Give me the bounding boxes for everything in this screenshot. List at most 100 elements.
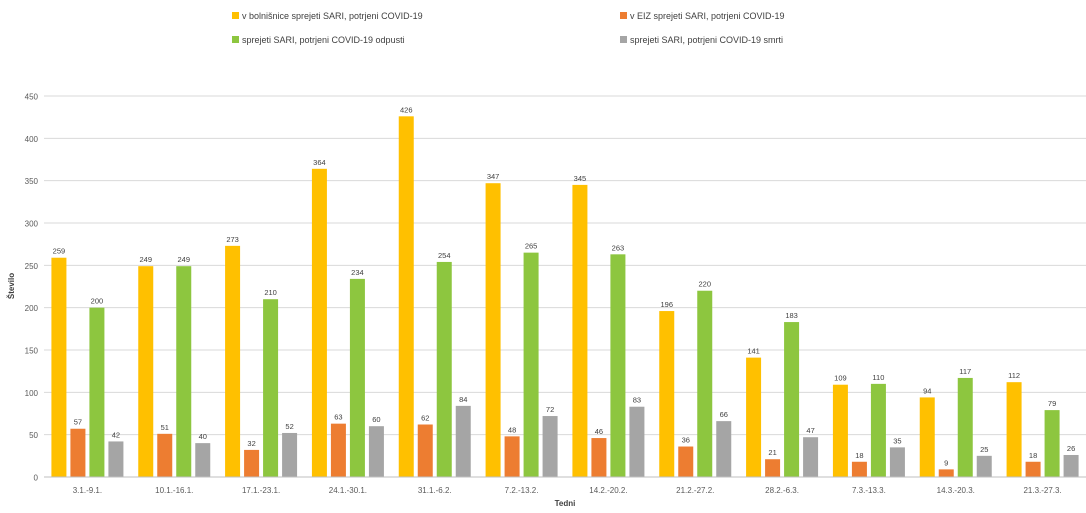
data-label: 26 xyxy=(1067,444,1075,453)
bar xyxy=(436,261,452,477)
bar xyxy=(697,290,713,477)
bar xyxy=(282,432,298,477)
legend-swatch xyxy=(232,36,239,43)
data-label: 46 xyxy=(595,427,603,436)
bar xyxy=(368,426,384,477)
data-label: 112 xyxy=(1008,371,1020,380)
data-label: 66 xyxy=(720,410,728,419)
x-tick-label: 7.3.-13.3. xyxy=(852,486,886,495)
data-label: 249 xyxy=(139,255,152,264)
data-label: 210 xyxy=(264,288,277,297)
data-label: 110 xyxy=(872,373,884,382)
bar xyxy=(629,406,645,477)
bar xyxy=(70,428,86,477)
bar xyxy=(919,397,935,477)
bar xyxy=(591,438,607,477)
data-label: 72 xyxy=(546,405,554,414)
bar xyxy=(157,433,173,477)
bar xyxy=(1025,461,1041,477)
data-label: 25 xyxy=(980,445,988,454)
data-label: 18 xyxy=(1029,451,1037,460)
bar xyxy=(678,446,694,477)
legend-label: v bolnišnice sprejeti SARI, potrjeni COV… xyxy=(242,11,423,21)
x-tick-label: 28.2.-6.3. xyxy=(765,486,799,495)
bar xyxy=(870,383,886,477)
data-label: 52 xyxy=(285,422,293,431)
data-label: 48 xyxy=(508,425,516,434)
bar xyxy=(957,377,973,477)
data-label: 32 xyxy=(247,439,255,448)
data-label: 263 xyxy=(612,243,625,252)
bar xyxy=(1063,454,1079,477)
data-label: 60 xyxy=(372,415,380,424)
bar xyxy=(938,469,954,477)
data-label: 183 xyxy=(785,311,798,320)
y-tick-label: 0 xyxy=(34,474,39,483)
bar xyxy=(765,459,781,477)
x-tick-label: 14.3.-20.3. xyxy=(937,486,975,495)
bar xyxy=(716,421,732,477)
x-tick-label: 14.2.-20.2. xyxy=(589,486,627,495)
data-label: 51 xyxy=(161,423,169,432)
bar xyxy=(244,449,260,477)
bar xyxy=(485,183,501,477)
bar xyxy=(330,423,346,477)
x-tick-label: 17.1.-23.1. xyxy=(242,486,280,495)
y-tick-label: 250 xyxy=(25,262,39,271)
data-label: 259 xyxy=(53,247,66,256)
legend-label: sprejeti SARI, potrjeni COVID-19 smrti xyxy=(630,35,783,45)
data-label: 63 xyxy=(334,413,342,422)
bars xyxy=(51,116,1079,477)
data-label: 40 xyxy=(199,432,207,441)
x-axis-ticks: 3.1.-9.1. 10.1.-16.1. 17.1.-23.1. 24.1.-30.… xyxy=(73,486,1062,495)
bar xyxy=(523,252,539,477)
bar xyxy=(976,455,992,477)
data-label: 62 xyxy=(421,414,429,423)
bar xyxy=(1044,410,1060,477)
y-tick-label: 450 xyxy=(25,93,39,102)
x-tick-label: 31.1.-6.2. xyxy=(418,486,452,495)
x-tick-label: 21.2.-27.2. xyxy=(676,486,714,495)
bar xyxy=(417,424,433,477)
data-label: 265 xyxy=(525,242,538,251)
data-label: 36 xyxy=(682,436,690,445)
x-tick-label: 10.1.-16.1. xyxy=(155,486,193,495)
data-label: 35 xyxy=(893,436,901,445)
bar xyxy=(176,266,192,477)
data-label: 364 xyxy=(313,158,326,167)
data-label: 220 xyxy=(698,280,711,289)
data-label: 426 xyxy=(400,105,413,114)
bar xyxy=(803,437,819,477)
y-tick-label: 350 xyxy=(25,177,39,186)
legend-swatch xyxy=(232,12,239,19)
x-tick-label: 21.3.-27.3. xyxy=(1023,486,1061,495)
data-label: 9 xyxy=(944,458,948,467)
bar xyxy=(89,307,105,477)
data-labels: 2595720042249512494027332210523646323460… xyxy=(53,105,1076,467)
bar xyxy=(572,184,588,477)
data-label: 234 xyxy=(351,268,364,277)
x-axis-label: Tedni xyxy=(555,499,576,508)
legend: v bolnišnice sprejeti SARI, potrjeni COV… xyxy=(232,11,785,45)
gridlines xyxy=(44,95,1086,436)
data-label: 57 xyxy=(74,418,82,427)
data-label: 249 xyxy=(177,255,190,264)
data-label: 196 xyxy=(660,300,673,309)
bar xyxy=(504,436,520,477)
bar xyxy=(108,441,124,477)
bar xyxy=(51,257,67,477)
bar xyxy=(832,384,848,477)
legend-swatch xyxy=(620,12,627,19)
data-label: 18 xyxy=(855,451,863,460)
legend-swatch xyxy=(620,36,627,43)
data-label: 47 xyxy=(806,426,814,435)
bar xyxy=(610,254,626,477)
data-label: 83 xyxy=(633,396,641,405)
data-label: 42 xyxy=(112,430,120,439)
data-label: 254 xyxy=(438,251,451,260)
bar xyxy=(851,461,867,477)
bar xyxy=(455,405,471,477)
data-label: 345 xyxy=(574,174,587,183)
